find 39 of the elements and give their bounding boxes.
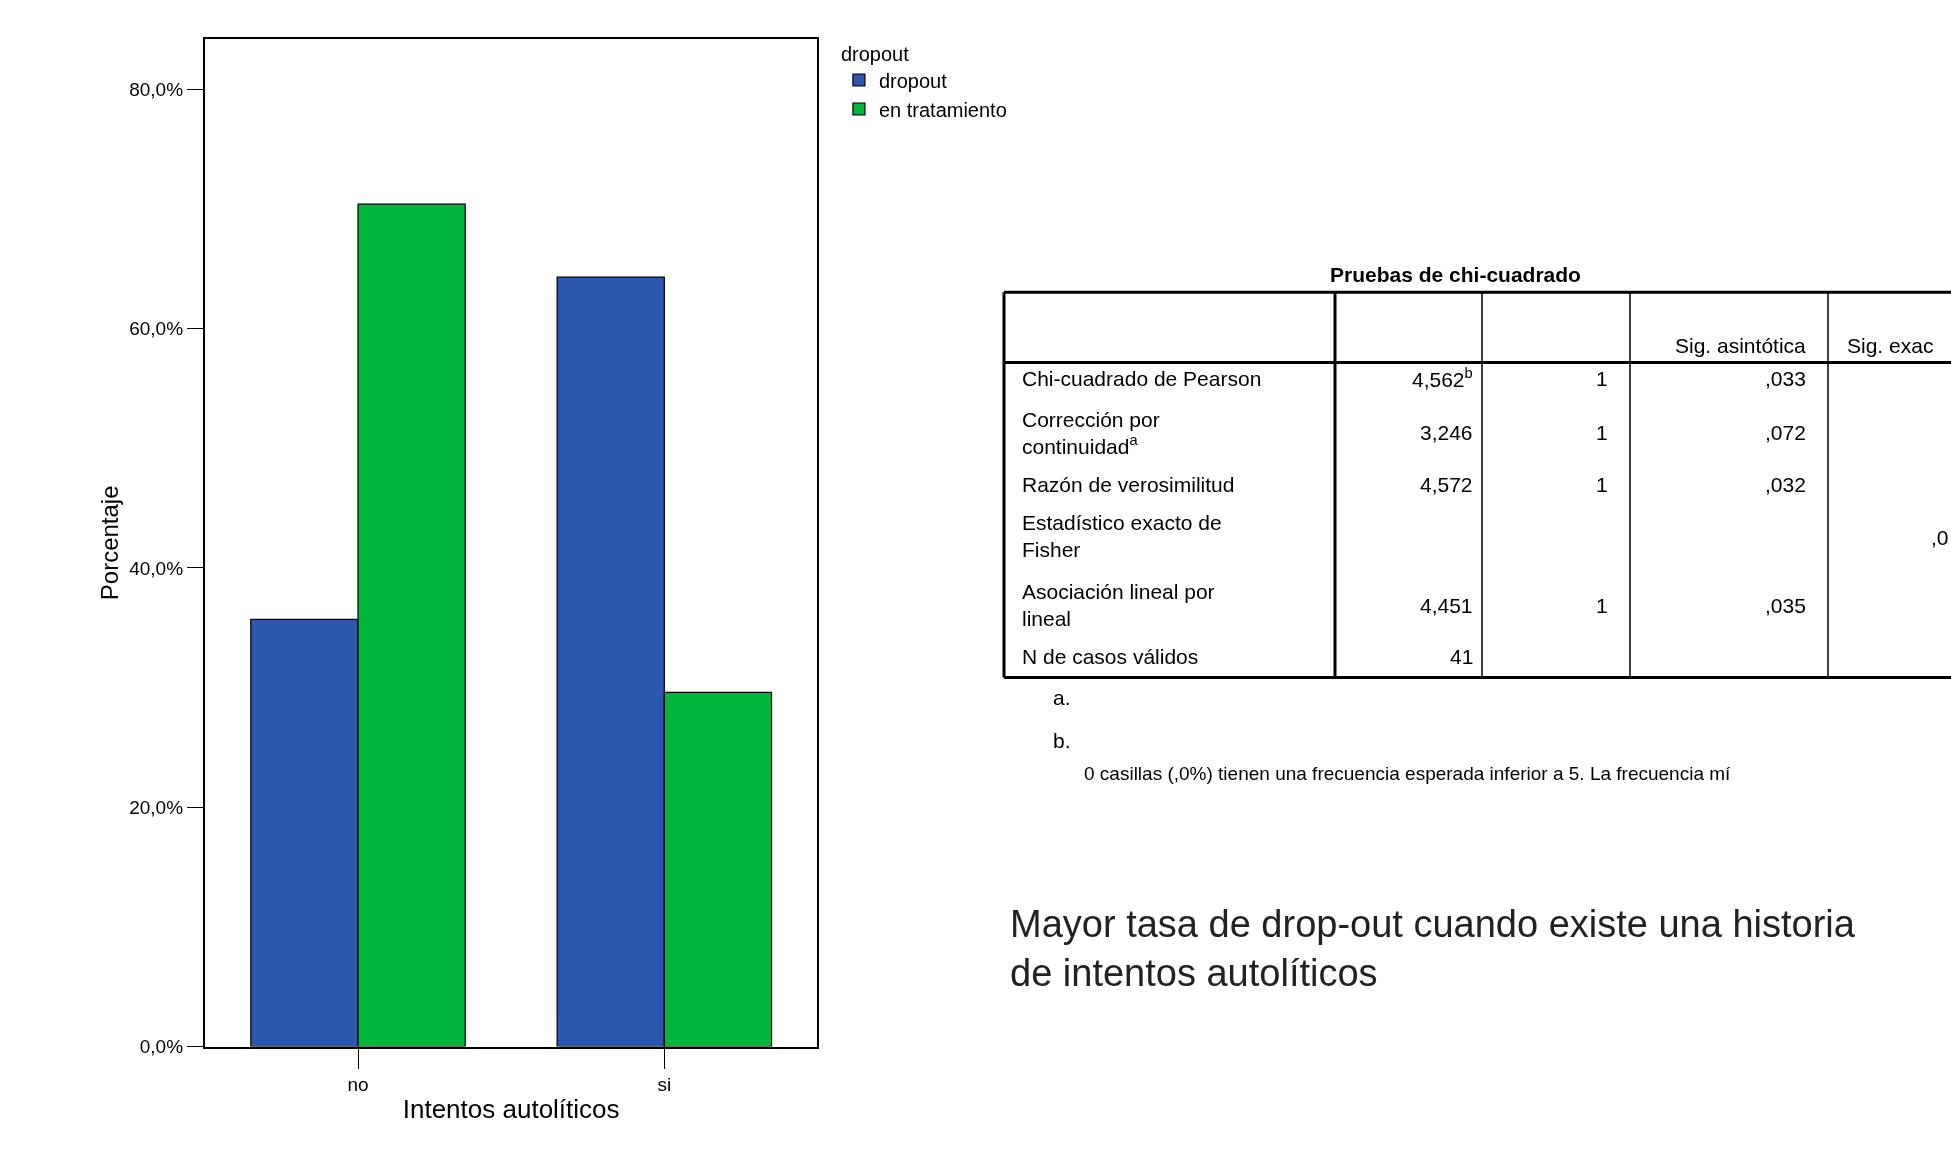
x-tick-label: si <box>657 1074 672 1096</box>
x-axis-title: Intentos autolíticos <box>402 1094 620 1125</box>
text: 1 <box>1596 473 1608 496</box>
text: 4,572 <box>1420 473 1473 496</box>
text: a. <box>1053 686 1071 709</box>
text: Estadístico exacto de Fisher <box>1022 511 1222 562</box>
text: 4,562$^{b}$ <box>1412 365 1473 391</box>
y-tick-label: 0,0% <box>139 1036 184 1058</box>
text: 1 <box>1596 421 1608 444</box>
y-tick-label: 20,0% <box>129 796 184 818</box>
text: 1 <box>1596 594 1608 617</box>
y-tick-label: 60,0% <box>129 318 184 340</box>
text: 0 casillas (,0%) tienen una frecuencia esperada inferior a 5. La frecuencia mí <box>1084 763 1732 784</box>
y-tick-label: 80,0% <box>129 79 184 100</box>
legend-label: en tratamiento <box>878 98 1007 121</box>
y-tick-label: 40,0% <box>129 557 184 579</box>
text: ,033 <box>1765 367 1806 390</box>
legend-title: dropout <box>840 42 910 65</box>
text: 41 <box>1450 645 1474 668</box>
text: ,032 <box>1765 473 1806 496</box>
text: Asociación lineal por lineal <box>1022 580 1215 631</box>
text: Razón de verosimilitud <box>1022 473 1235 496</box>
text: Chi-cuadrado de Pearson <box>1022 367 1262 390</box>
text: N de casos válidos <box>1022 645 1199 668</box>
text: Mayor tasa de drop-out cuando existe una historia de intentos autolíticos <box>1010 903 1856 995</box>
legend-label: dropout <box>878 69 948 92</box>
text: Pruebas de chi-cuadrado <box>1330 263 1581 286</box>
text: b. <box>1053 729 1071 752</box>
text: ,035 <box>1765 594 1806 617</box>
text: ,0 <box>1931 526 1949 549</box>
y-axis-title: Porcentaje <box>95 485 123 601</box>
text: 4,451 <box>1420 594 1473 617</box>
text: ,072 <box>1765 421 1806 444</box>
x-tick-label: no <box>347 1074 369 1096</box>
text: Corrección por continuidad$^{a}$ <box>1022 408 1160 459</box>
text: 3,246 <box>1420 421 1473 444</box>
text: Sig. asintótica <box>1675 334 1807 357</box>
text: Sig. exac <box>1847 334 1934 357</box>
text: 1 <box>1596 367 1608 390</box>
